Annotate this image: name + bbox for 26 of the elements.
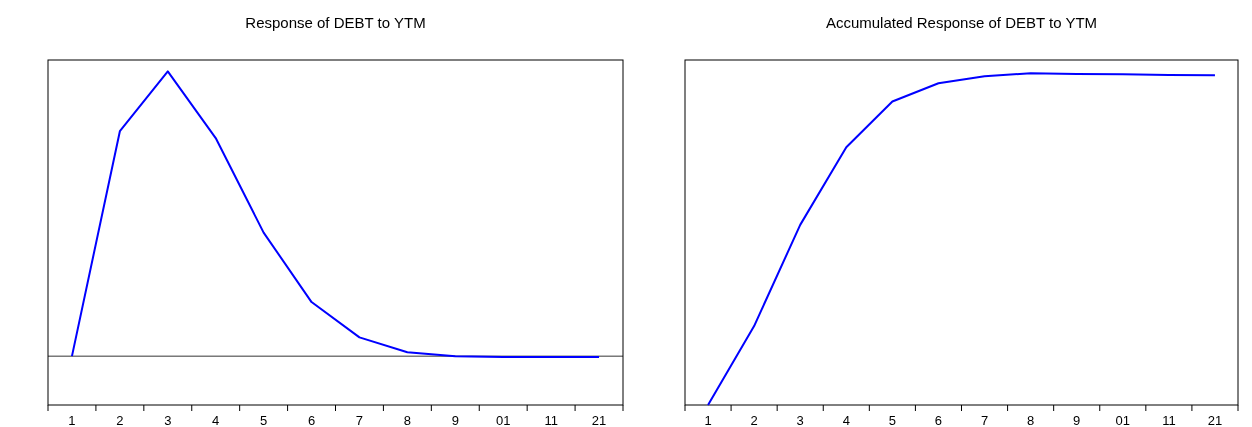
x-tick-label: 9 <box>451 413 459 427</box>
x-tick-label: 7 <box>980 413 989 427</box>
x-tick-label: 2 <box>750 413 758 427</box>
x-tick-label: 21 <box>1207 413 1223 427</box>
x-tick-label: 3 <box>796 413 804 427</box>
chart-title: Accumulated Response of DEBT to YTM <box>825 14 1098 31</box>
x-tick-label: 3 <box>164 413 172 427</box>
x-tick-label: 5 <box>888 413 896 427</box>
x-tick-label: 8 <box>403 413 411 427</box>
x-tick-label: 9 <box>1073 413 1081 427</box>
x-tick-label: 2 <box>116 413 124 427</box>
x-tick-label: 4 <box>212 413 220 427</box>
x-tick-label: 5 <box>260 413 268 427</box>
x-tick-label: 11 <box>1162 413 1176 427</box>
x-tick-label: 6 <box>307 413 316 427</box>
x-tick-label: 7 <box>355 413 364 427</box>
x-tick-label: 6 <box>934 413 943 427</box>
chart-title: Response of DEBT to YTM <box>245 14 426 31</box>
x-tick-label: 1 <box>704 413 712 427</box>
x-tick-label: 11 <box>544 413 558 427</box>
x-tick-label: 21 <box>591 413 607 427</box>
x-tick-label: 01 <box>495 413 511 427</box>
x-tick-label: 8 <box>1027 413 1035 427</box>
x-tick-label: 4 <box>842 413 850 427</box>
x-tick-label: 01 <box>1115 413 1131 427</box>
x-tick-label: 1 <box>68 413 76 427</box>
